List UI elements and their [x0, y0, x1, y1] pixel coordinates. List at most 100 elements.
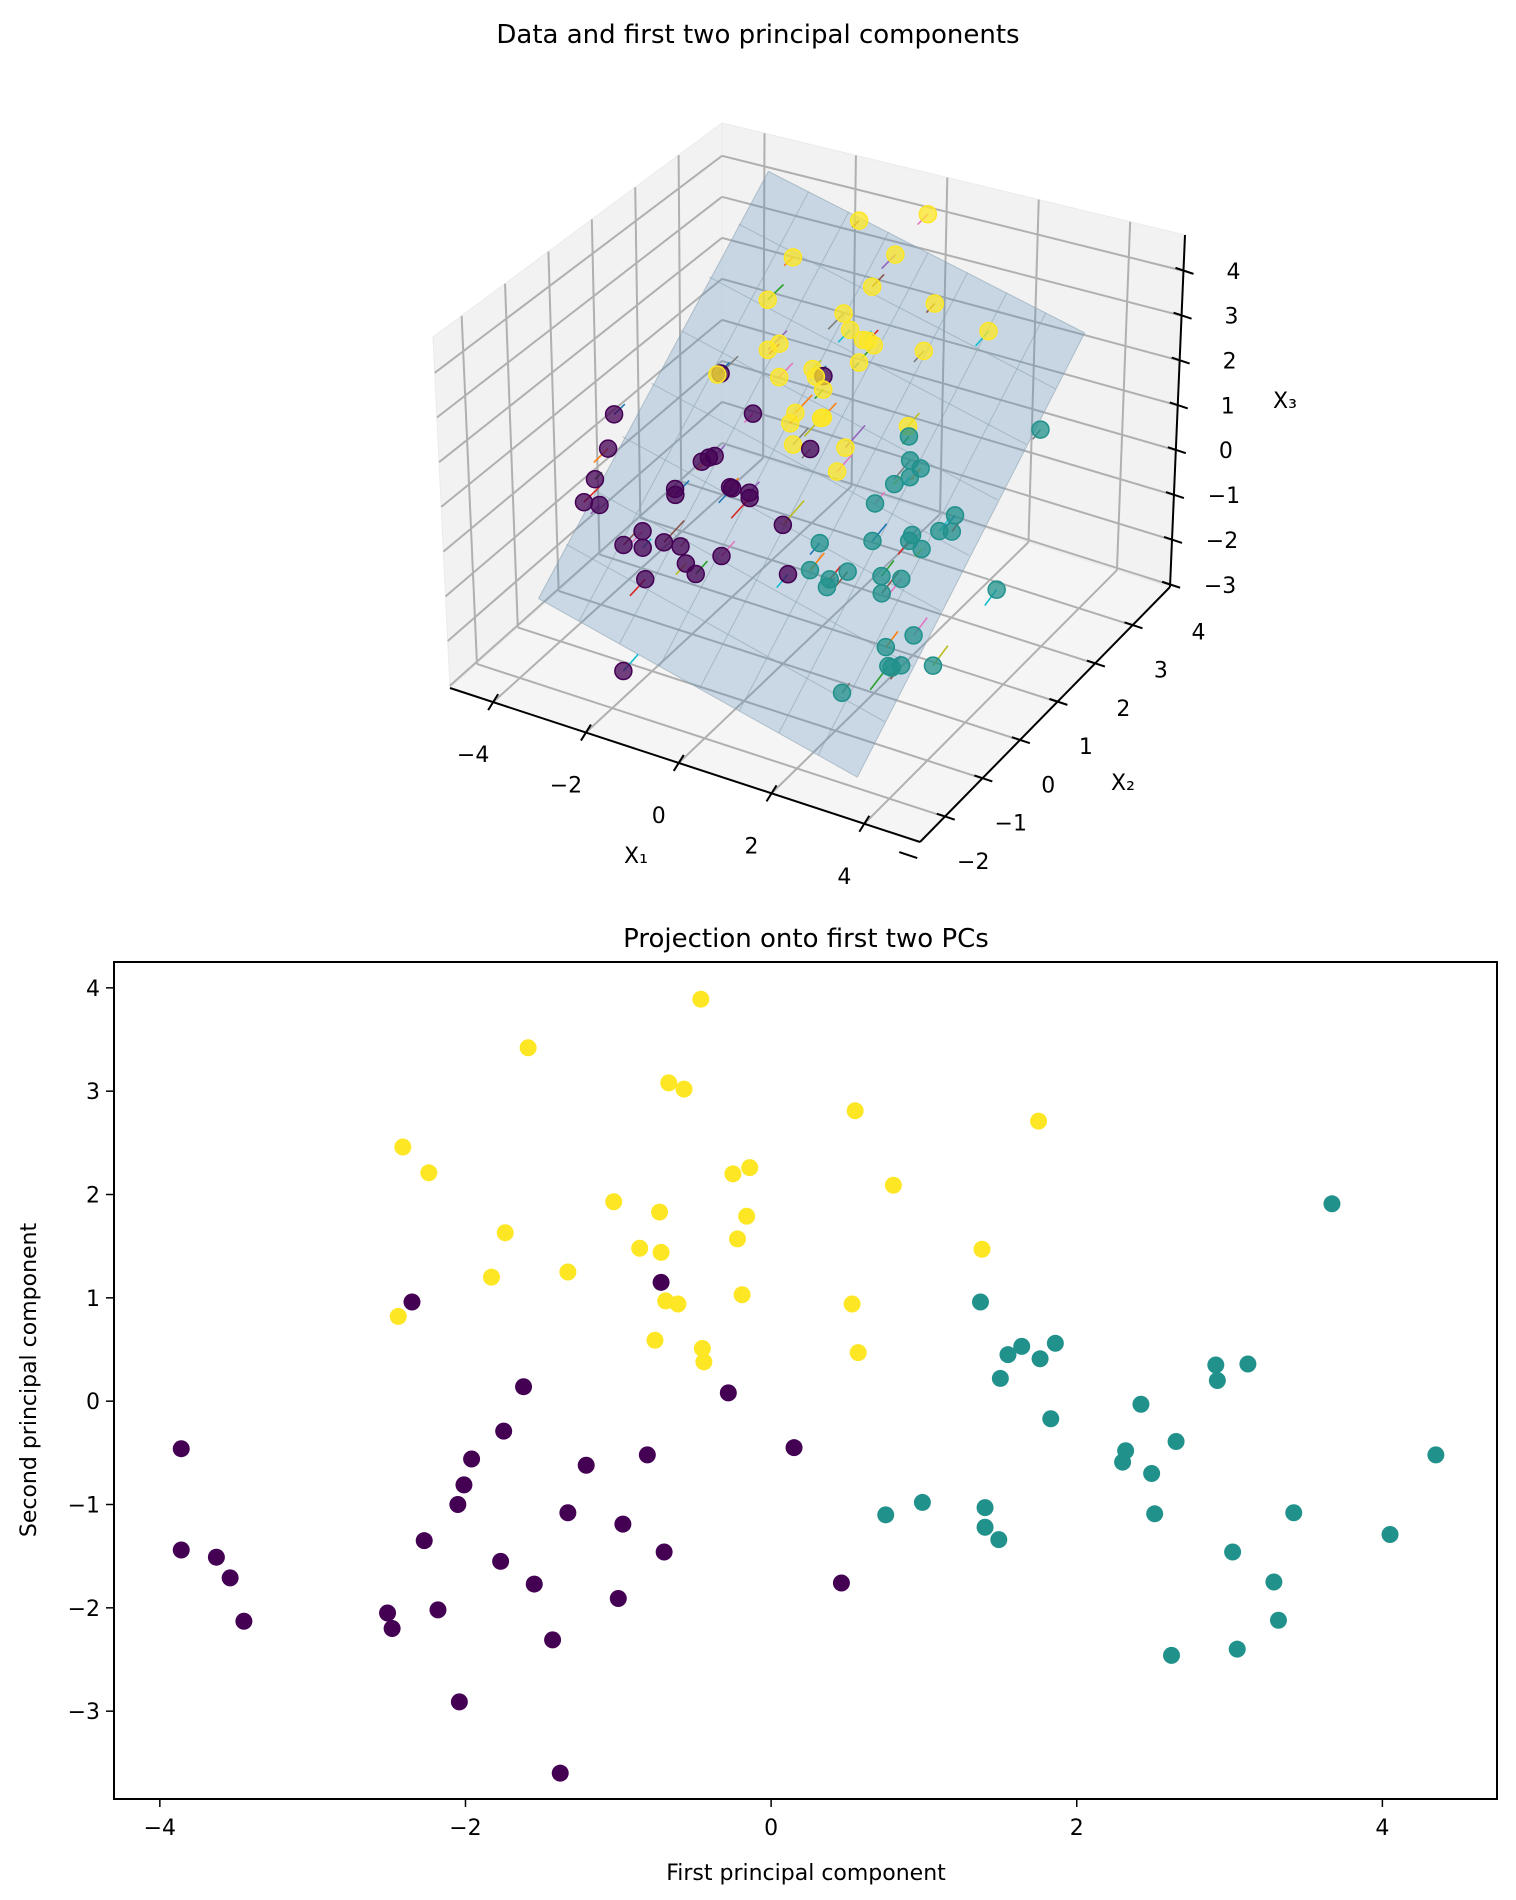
- scatter3d-point-class1: [923, 656, 943, 675]
- plane-mesh-line: [566, 543, 886, 723]
- x2-tick-mark: [1011, 736, 1031, 745]
- x2-tick-label: 3: [1154, 659, 1168, 684]
- scatter3d-point-class1: [872, 566, 891, 586]
- x1-tick-label: 0: [652, 804, 666, 829]
- grid-line: [504, 283, 519, 628]
- grid-line: [721, 277, 1179, 407]
- grid-line: [442, 319, 723, 553]
- scatter3d-point-class0: [740, 488, 759, 508]
- scatter3d-point-class2: [769, 367, 789, 387]
- scatter-point-class1: [1239, 1355, 1257, 1373]
- scatter3d-point-class2: [864, 336, 884, 355]
- x3-tick-label: 1: [1221, 394, 1235, 419]
- scatter-point-class1: [913, 1493, 931, 1511]
- scatter-point-class2: [651, 1203, 669, 1221]
- scatter-point-class2: [652, 1243, 670, 1261]
- scatter-point-class1: [1146, 1505, 1164, 1523]
- scatter3d-point-class1: [810, 533, 829, 553]
- x2-tick-mark: [1086, 659, 1106, 668]
- scatter-point-class1: [971, 1293, 989, 1311]
- y-tick-label: 0: [86, 1390, 100, 1415]
- scatter-point-class2: [669, 1295, 687, 1313]
- scatter-point-class2: [1030, 1112, 1048, 1130]
- scatter-point-class1: [1269, 1611, 1287, 1629]
- scatter-point-class1: [991, 1369, 1009, 1387]
- scatter-point-class0: [577, 1456, 595, 1474]
- x1-tick-mark: [487, 693, 499, 711]
- plane-mesh-line: [679, 329, 998, 501]
- x3-tick-mark: [1175, 266, 1194, 275]
- pca-3d-plot: Data and first two principal components …: [432, 20, 1297, 890]
- grid-line: [476, 662, 946, 818]
- x3-tick-mark: [1173, 311, 1192, 320]
- scatter3d-point-class0: [633, 538, 652, 557]
- scatter3d-point-class1: [863, 531, 882, 551]
- scatter-point-class0: [525, 1575, 543, 1593]
- scatter-point-class2: [849, 1344, 867, 1362]
- scatter-point-class1: [1013, 1337, 1031, 1355]
- scatter-point-class2: [519, 1039, 537, 1057]
- plane-mesh-line: [659, 231, 890, 667]
- scatter-point-class0: [235, 1612, 253, 1630]
- scatter-point-class2: [738, 1207, 756, 1225]
- x1-tick-mark: [858, 815, 871, 833]
- x3-tick-label: −1: [1208, 484, 1240, 509]
- scatter-point-class2: [420, 1164, 438, 1182]
- scatter-point-class2: [695, 1353, 713, 1371]
- scatter3d-point-class0: [590, 495, 609, 515]
- scatter3d-point-class0: [633, 521, 652, 541]
- scatter3d-point-class1: [1031, 420, 1050, 439]
- scatter3d-point-class1: [987, 580, 1006, 599]
- plot3d-xlabel: X₁: [624, 844, 648, 869]
- scatter-point-class0: [221, 1569, 239, 1587]
- grid-line: [492, 457, 764, 703]
- scatter-point-class1: [877, 1506, 895, 1524]
- scatter-point-class0: [450, 1693, 468, 1711]
- scatter3d-point-class0: [686, 564, 705, 584]
- x2-tick-mark: [1049, 697, 1068, 706]
- scatter3d-point-class2: [783, 248, 803, 267]
- plot2d-xticks: −4 −2 0 2 4: [144, 1799, 1389, 1841]
- scatter3d-point-class2: [979, 321, 998, 341]
- scatter-point-class2: [846, 1102, 864, 1120]
- plot3d-zlabel: X₃: [1273, 389, 1297, 414]
- grid-line: [434, 155, 723, 374]
- scatter3d-point-class1: [838, 562, 857, 581]
- x2-tick-label: 4: [1191, 620, 1205, 645]
- scatter3d-point-class2: [849, 211, 869, 230]
- plane-mesh-line: [778, 292, 1008, 734]
- scatter3d-point-class1: [904, 626, 923, 645]
- x2-axis-line: [919, 586, 1171, 843]
- scatter-point-class0: [785, 1439, 803, 1457]
- scatter3d-point-class2: [780, 414, 800, 433]
- scatter-point-class2: [728, 1230, 746, 1248]
- x3-tick-label: 3: [1225, 305, 1239, 330]
- scatter-point-class0: [449, 1496, 467, 1513]
- scatter-point-class2: [496, 1224, 514, 1242]
- grid-line: [721, 318, 1177, 452]
- x3-tick-mark: [1171, 356, 1190, 365]
- scatter-point-class1: [976, 1499, 994, 1517]
- scatter-point-class2: [394, 1138, 412, 1156]
- scatter-point-class1: [1132, 1395, 1150, 1413]
- scatter-point-class0: [492, 1552, 510, 1570]
- plot2d-title: Projection onto first two PCs: [623, 924, 989, 954]
- x3-tick-mark: [1165, 491, 1185, 500]
- x-tick-label: 2: [1070, 1816, 1084, 1841]
- scatter3d-point-class0: [800, 439, 820, 459]
- plot2d-points: [172, 990, 1445, 1782]
- x1-tick-mark: [672, 754, 685, 772]
- y-tick-label: −1: [68, 1494, 100, 1519]
- scatter3d-point-class2: [836, 438, 855, 457]
- scatter3d-point-class0: [604, 405, 624, 424]
- scatter-point-class0: [379, 1604, 397, 1622]
- scatter3d-point-class0: [712, 546, 731, 566]
- plot2d-ylabel: Second principal component: [17, 1223, 42, 1538]
- scatter-point-class1: [1228, 1640, 1246, 1658]
- plot3d-title: Data and first two principal components: [496, 20, 1019, 50]
- plane-mesh-line: [594, 489, 913, 667]
- scatter-point-class0: [495, 1422, 513, 1440]
- scatter3d-point-class1: [865, 494, 885, 513]
- x2-tick-label: 2: [1116, 697, 1130, 722]
